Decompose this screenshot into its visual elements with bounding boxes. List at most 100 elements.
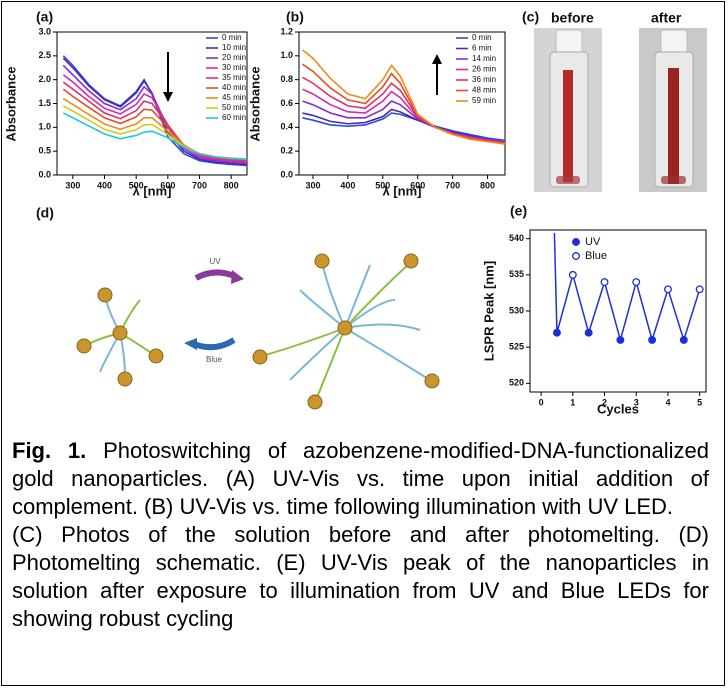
data-point [584,328,593,337]
panel-label: (b) [286,9,304,25]
legend-label: 0 min [222,33,242,42]
legend-label: Blue [585,250,607,262]
x-tick-label: 800 [480,180,495,190]
legend-label: 50 min [222,103,246,112]
y-tick-label: 0.6 [280,98,293,108]
caption-text: (C) Photos of the solution before and af… [12,522,709,631]
gold-nanoparticles [76,253,440,410]
data-point [632,278,641,287]
y-tick-label: 0.2 [280,146,293,156]
spectrum-line [302,88,506,144]
x-tick-label: 2 [602,397,607,407]
photo-before [534,28,602,192]
spectrum-line [62,112,248,161]
panel-label: (a) [36,9,53,25]
legend-label: 14 min [472,54,496,63]
spectrum-line [62,57,248,166]
figure-panels: (c) before after (d) UV Blue (a) Absorban… [3,9,707,416]
data-point [695,285,704,294]
panel-label: (d) [36,205,54,221]
caption-paragraph: Fig. 1. Photoswitching of azobenzene-mod… [12,437,709,521]
spectrum-line [62,81,248,162]
legend-label: 59 min [472,96,496,105]
legend-marker [572,238,580,246]
legend-label: 35 min [222,73,246,82]
spectrum-line [302,63,506,145]
x-tick-label: 700 [445,180,460,190]
y-tick-label: 1.5 [38,98,51,108]
x-tick-label: 0 [539,397,544,407]
x-axis-label: Cycles [597,401,639,416]
x-tick-label: 800 [224,180,239,190]
panel-label: (e) [510,203,527,219]
photo-label: before [551,10,594,26]
x-tick-label: 300 [65,180,80,190]
data-point [648,335,657,344]
y-tick-label: 3.0 [38,26,51,36]
legend-label: 30 min [222,63,246,72]
legend-label: 0 min [472,33,492,42]
y-tick-label: 530 [509,305,524,315]
legend-label: UV [585,236,601,248]
y-axis-label: Absorbance [247,66,262,141]
y-tick-label: 520 [509,378,524,388]
y-axis-label: LSPR Peak [nm] [481,261,496,361]
legend-label: 45 min [222,93,246,102]
data-point [600,278,609,287]
y-axis-label: Absorbance [3,66,18,141]
legend-label: 20 min [222,53,246,62]
y-tick-label: 0.4 [280,122,293,132]
photo-label: after [651,10,682,26]
schematic [85,262,431,401]
x-tick-label: 5 [697,397,702,407]
legend-label: 36 min [472,75,496,84]
x-tick-label: 500 [375,180,390,190]
spectrum-line [301,49,506,145]
x-tick-label: 500 [129,180,144,190]
data-point [679,335,688,344]
arrow-head [231,270,244,284]
y-tick-label: 0.0 [280,169,293,179]
y-tick-label: 2.0 [38,74,51,84]
x-axis-label: λ [nm] [133,183,172,198]
data-point [616,335,625,344]
y-tick-label: 0.8 [280,74,293,84]
y-tick-label: 0.5 [38,146,51,156]
spectrum-line [62,64,248,164]
y-tick-label: 525 [509,342,524,352]
data-point [553,328,561,337]
cycle-line [553,232,701,343]
caption: Fig. 1. Photoswitching of azobenzene-mod… [12,437,709,633]
legend-label: 40 min [222,83,246,92]
trend-arrow [432,54,442,95]
schematic-label: UV [209,257,221,266]
y-tick-label: 1.2 [280,26,293,36]
x-tick-label: 400 [97,180,112,190]
photo-after [639,28,707,192]
panel-label: (c) [522,9,539,25]
y-tick-label: 1.0 [38,122,51,132]
x-tick-label: 600 [410,180,425,190]
spectrum-line [302,112,506,142]
schematic-label: Blue [206,355,223,364]
y-tick-label: 535 [509,269,524,279]
legend-label: 60 min [222,113,246,122]
y-tick-label: 0.0 [38,169,51,179]
arrow-head [184,338,197,350]
legend-label: 6 min [472,44,492,53]
legend-label: 48 min [472,86,496,95]
x-axis-label: λ [nm] [383,183,422,198]
x-tick-label: 3 [634,397,639,407]
legend-label: 26 min [472,65,496,74]
spectrum-line [62,74,248,163]
caption-text: Photoswitching of azobenzene-modified-DN… [12,438,709,519]
legend-marker [572,252,580,260]
x-tick-label: 400 [340,180,355,190]
x-tick-label: 700 [192,180,207,190]
data-point [568,270,577,279]
y-tick-label: 540 [509,233,524,243]
y-tick-label: 1.0 [280,50,293,60]
x-tick-label: 300 [305,180,320,190]
x-tick-label: 1 [570,397,575,407]
